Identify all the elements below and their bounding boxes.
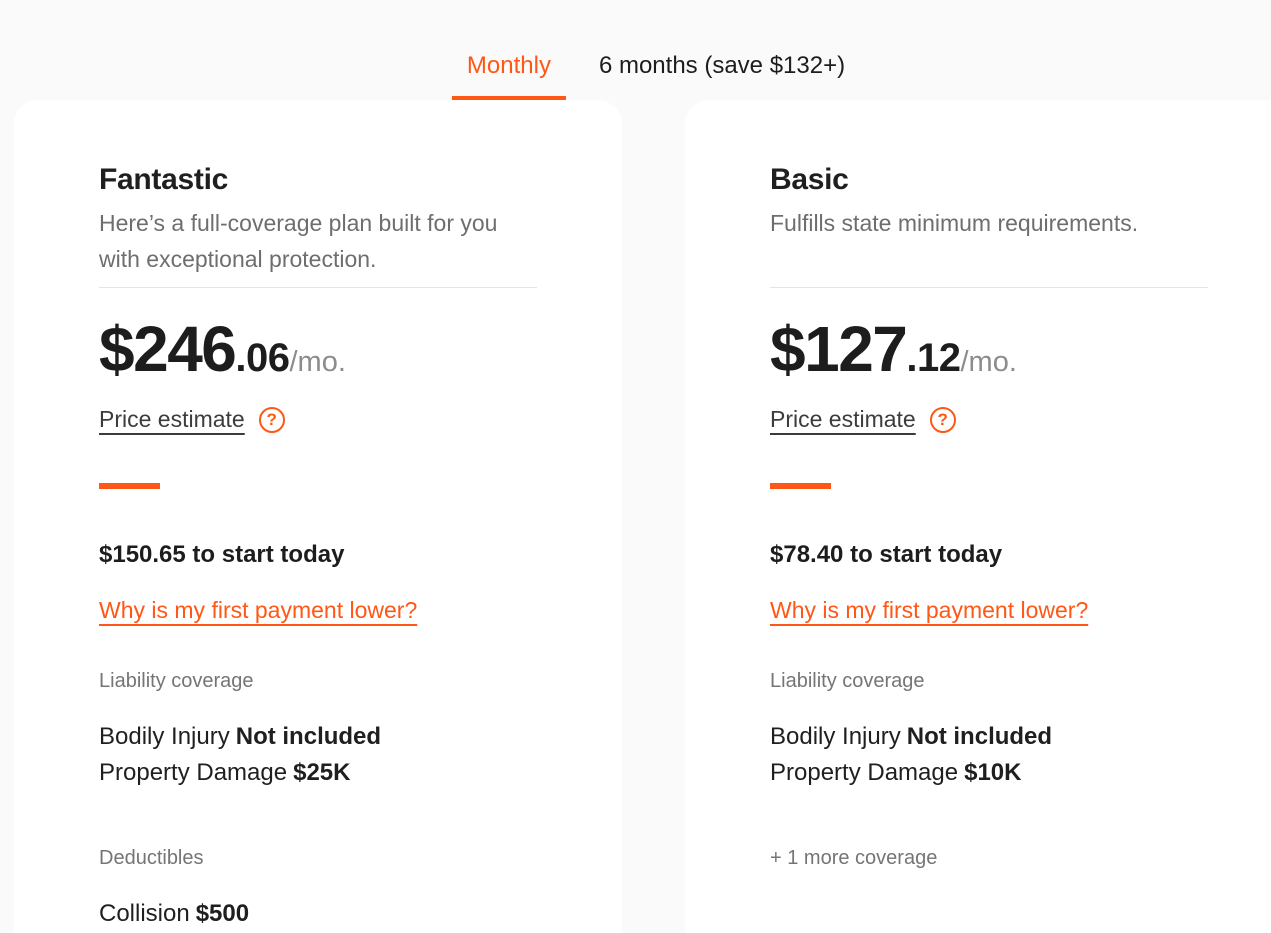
plan-card-fantastic[interactable]: Fantastic Here’s a full-coverage plan bu… (14, 100, 622, 933)
plan-price: $246 .06 /mo. (99, 312, 537, 386)
price-dollars: $246 (99, 313, 237, 385)
plan-cards: Fantastic Here’s a full-coverage plan bu… (0, 100, 1271, 933)
coverage-line: Bodily Injury Not included (99, 719, 537, 755)
first-payment-lower-link[interactable]: Why is my first payment lower? (770, 597, 1089, 623)
price-per-month: /mo. (960, 346, 1017, 378)
section-label-liability: Liability coverage (770, 670, 925, 692)
coverage-value: $500 (195, 900, 250, 927)
help-icon[interactable]: ? (929, 406, 956, 433)
plan-price: $127 .12 /mo. (770, 312, 1208, 386)
coverage-line: Bodily Injury Not included (770, 719, 1208, 755)
price-estimate-row: Price estimate ? (99, 406, 537, 433)
billing-period-tabs: Monthly 6 months (save $132+) (13, 0, 1271, 100)
coverage-name: Bodily Injury (99, 723, 230, 750)
start-today-amount: $150.65 to start today (99, 541, 345, 568)
coverage-name: Bodily Injury (770, 723, 901, 750)
divider (770, 287, 1208, 288)
tab-6-months[interactable]: 6 months (save $132+) (598, 52, 846, 79)
price-dollars: $127 (770, 313, 908, 385)
deductibles-list: Collision$500 Comprehensive$500 (99, 896, 537, 933)
price-per-month: /mo. (289, 346, 346, 378)
help-icon[interactable]: ? (258, 406, 285, 433)
coverage-line: Property Damage $10K (770, 755, 1208, 791)
accent-bar (99, 483, 160, 489)
plan-title: Fantastic (99, 163, 229, 196)
price-cents: .12 (906, 336, 961, 380)
price-estimate-row: Price estimate ? (770, 406, 1208, 433)
liability-coverage-list: Bodily Injury Not included Property Damag… (99, 719, 537, 791)
first-payment-lower-link[interactable]: Why is my first payment lower? (99, 597, 418, 623)
tab-monthly[interactable]: Monthly (451, 52, 566, 100)
plan-description: Here’s a full-coverage plan built for yo… (99, 210, 498, 272)
plan-card-basic[interactable]: Basic Fulfills state minimum requirement… (685, 100, 1271, 933)
coverage-value: $10K (964, 759, 1022, 786)
coverage-value: $25K (293, 759, 351, 786)
coverage-name: Property Damage (770, 759, 959, 786)
coverage-value: Not included (906, 723, 1053, 750)
divider (99, 287, 537, 288)
section-label-deductibles: Deductibles (99, 847, 204, 869)
plan-description: Fulfills state minimum requirements. (770, 210, 1139, 236)
price-estimate-link[interactable]: Price estimate (99, 406, 245, 432)
coverage-line: Collision $500 (99, 896, 537, 932)
coverage-value: Not included (235, 723, 382, 750)
section-label-liability: Liability coverage (99, 670, 254, 692)
liability-coverage-list: Bodily Injury Not included Property Damag… (770, 719, 1208, 791)
accent-bar (770, 483, 831, 489)
coverage-name: Property Damage (99, 759, 288, 786)
start-today-amount: $78.40 to start today (770, 541, 1003, 568)
price-estimate-link[interactable]: Price estimate (770, 406, 916, 432)
plan-title: Basic (770, 163, 849, 196)
price-cents: .06 (235, 336, 290, 380)
more-coverage-note: + 1 more coverage (770, 847, 938, 869)
coverage-line: Property Damage $25K (99, 755, 537, 791)
coverage-name: Collision (99, 900, 190, 927)
